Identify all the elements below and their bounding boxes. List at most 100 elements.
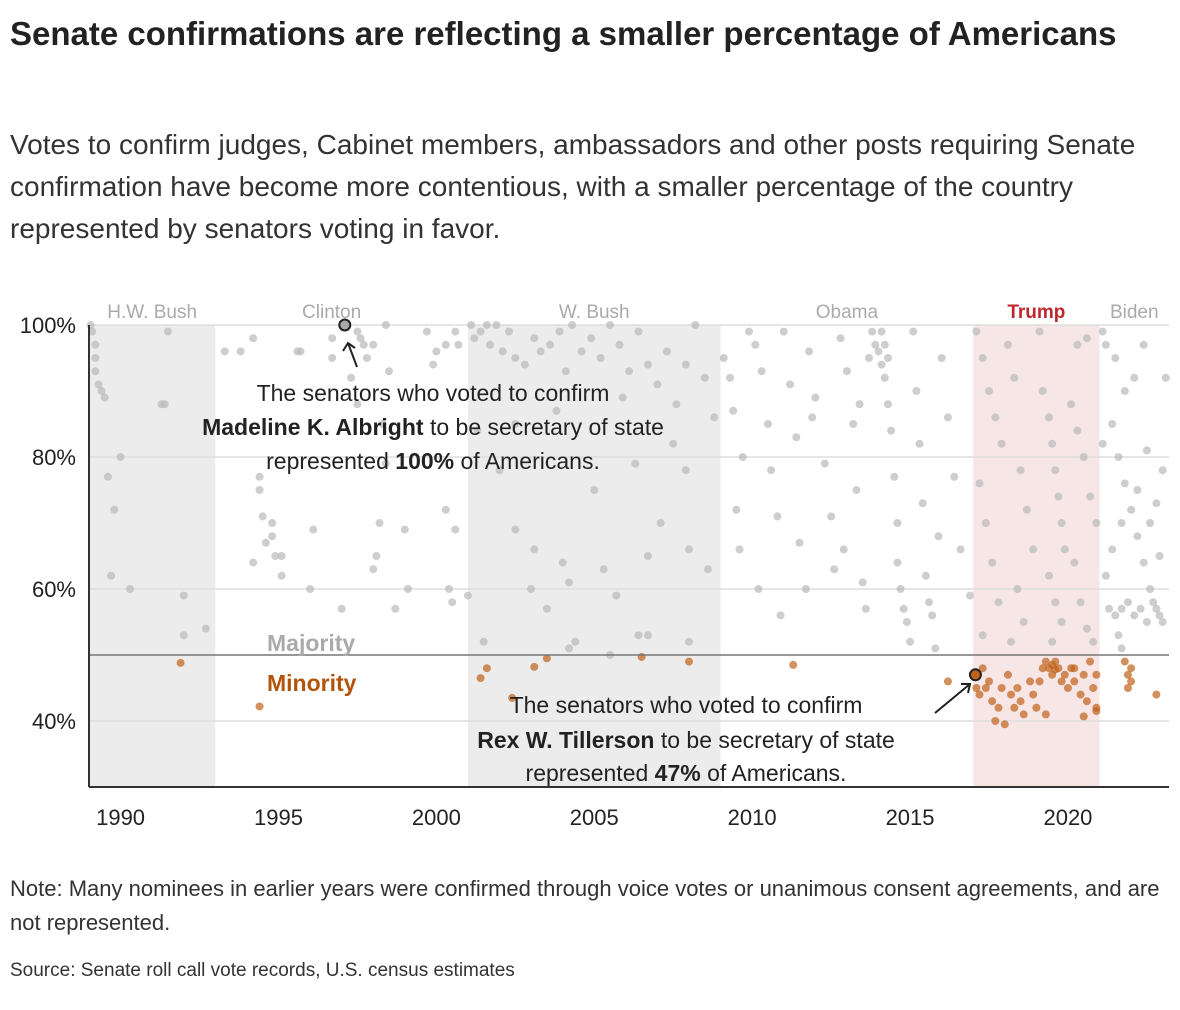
minority-point — [1000, 720, 1009, 729]
albright-line3-post: of Americans. — [454, 448, 600, 474]
majority-point — [1161, 373, 1170, 382]
minority-point — [1127, 677, 1136, 686]
minority-point — [991, 717, 1000, 725]
majority-point — [1051, 466, 1060, 475]
majority-point — [729, 406, 738, 415]
majority-point — [1114, 631, 1123, 640]
majority-point — [763, 420, 772, 428]
majority-point — [877, 360, 886, 369]
majority-point — [473, 426, 482, 435]
majority-point — [991, 413, 1000, 422]
era-label: Obama — [816, 302, 879, 323]
minority-point — [1013, 684, 1022, 692]
majority-point — [369, 565, 378, 574]
majority-point — [703, 565, 712, 574]
majority-point — [1057, 618, 1066, 626]
majority-point — [988, 558, 997, 567]
tillerson-line2-rest: to be secretary of state — [654, 727, 894, 753]
majority-point — [476, 327, 485, 336]
majority-point — [972, 327, 981, 336]
era-labels: H.W. Bush Clinton W. Bush Obama Trump Biden — [107, 302, 1158, 323]
minority-point — [1120, 657, 1129, 666]
majority-point — [571, 637, 580, 646]
majority-point — [950, 472, 959, 481]
majority-point — [877, 327, 886, 336]
majority-point — [1130, 373, 1139, 382]
majority-point — [981, 519, 990, 527]
minority-label: Minority — [267, 670, 357, 696]
majority-point — [448, 598, 457, 607]
minority-point — [1079, 712, 1088, 721]
majority-point — [855, 400, 864, 409]
majority-point — [1130, 611, 1139, 620]
majority-point — [337, 604, 346, 613]
majority-point — [359, 340, 368, 349]
majority-point — [852, 486, 861, 494]
majority-point — [527, 585, 536, 593]
majority-point — [88, 327, 97, 336]
chart-source: Source: Senate roll call vote records, U… — [10, 960, 515, 981]
gridlines — [89, 324, 1169, 722]
majority-point — [672, 400, 681, 409]
majority-point — [1003, 340, 1012, 349]
majority-point — [1098, 439, 1107, 448]
majority-point — [928, 611, 937, 620]
majority-point — [385, 367, 393, 376]
minority-point — [176, 658, 185, 667]
majority-point — [94, 380, 103, 389]
majority-point — [552, 406, 561, 415]
majority-point — [943, 413, 952, 422]
majority-point — [110, 505, 119, 514]
minority-point — [1082, 697, 1091, 706]
majority-point — [558, 558, 567, 567]
majority-point — [479, 637, 488, 646]
majority-point — [1082, 334, 1091, 343]
majority-point — [625, 367, 633, 376]
majority-point — [1057, 519, 1066, 527]
majority-point — [934, 532, 943, 541]
majority-point — [160, 400, 169, 409]
majority-point — [116, 453, 125, 461]
majority-point — [356, 334, 365, 343]
tillerson-arrow-icon — [934, 683, 972, 714]
majority-point — [565, 578, 573, 587]
majority-point — [103, 472, 112, 481]
albright-value: 100% — [395, 448, 454, 474]
majority-point — [937, 354, 946, 362]
majority-point — [463, 591, 472, 600]
majority-point — [1016, 466, 1025, 475]
tillerson-highlight-point — [968, 668, 982, 682]
majority-point — [643, 552, 652, 560]
majority-point — [1127, 505, 1136, 514]
majority-point — [805, 347, 813, 356]
majority-point — [710, 413, 719, 422]
tillerson-line1: The senators who voted to confirm — [510, 692, 863, 718]
majority-point — [1117, 644, 1126, 653]
majority-point — [1149, 598, 1158, 607]
majority-point — [906, 637, 915, 646]
era-label: Biden — [1110, 302, 1159, 323]
majority-point — [691, 321, 700, 329]
majority-point — [505, 327, 513, 336]
majority-point — [1120, 479, 1129, 488]
majority-point — [1073, 426, 1082, 435]
majority-point — [596, 354, 605, 362]
majority-point — [391, 604, 400, 613]
majority-point — [1089, 637, 1098, 646]
majority-point — [296, 347, 305, 356]
majority-point — [994, 598, 1003, 607]
majority-point — [757, 367, 766, 376]
majority-point — [1060, 545, 1069, 554]
majority-point — [745, 327, 753, 336]
majority-point — [568, 321, 577, 329]
majority-point — [700, 373, 709, 382]
majority-point — [883, 354, 892, 362]
majority-point — [735, 545, 744, 554]
majority-point — [375, 519, 384, 527]
x-tick-label: 2005 — [570, 805, 619, 830]
majority-point — [1082, 624, 1091, 633]
majority-point — [1146, 585, 1155, 593]
majority-point — [861, 604, 870, 613]
chart-title: Senate confirmations are reflecting a sm… — [10, 15, 1117, 52]
minority-point — [789, 660, 798, 669]
